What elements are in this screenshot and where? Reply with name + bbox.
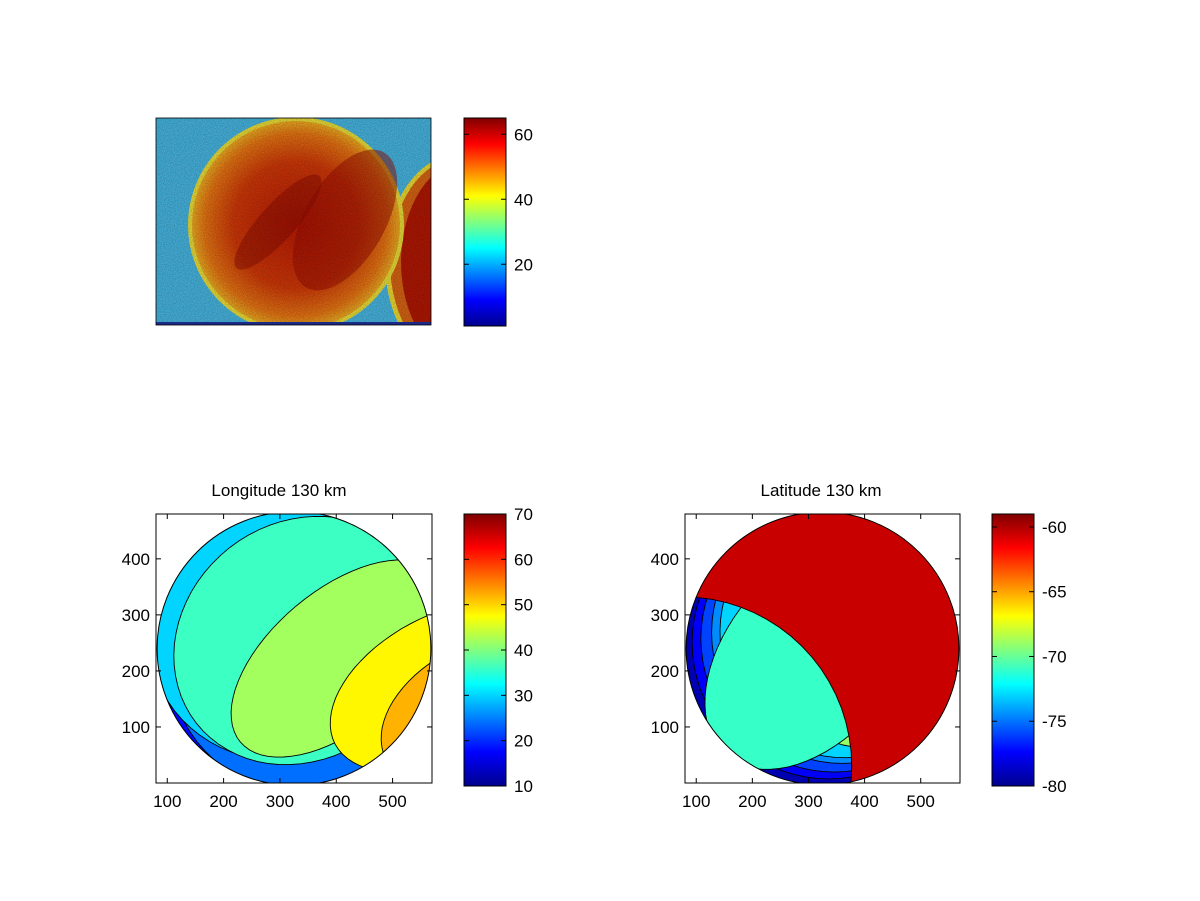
colorbar-longitude-tick-label: 40 — [514, 641, 533, 660]
panel-longitude: Longitude 130 km 100 200 300 400 500 100 200 30… — [122, 481, 533, 811]
latitude-ytick-label: 200 — [651, 662, 679, 681]
latitude-title: Latitude 130 km — [761, 481, 882, 500]
longitude-axes-frame — [155, 513, 433, 784]
latitude-contour-band — [686, 514, 959, 783]
longitude-disk — [156, 514, 432, 783]
colorbar-longitude: 10 20 30 40 50 60 70 — [463, 505, 533, 796]
longitude-ytick-label: 300 — [122, 606, 150, 625]
image-frame — [155, 117, 432, 326]
colorbar-latitude-tick-label: -70 — [1042, 647, 1067, 666]
longitude-xtick-label: 200 — [209, 792, 237, 811]
latitude-disk-edge — [685, 514, 960, 783]
latitude-xtick-label: 100 — [682, 792, 710, 811]
longitude-title: Longitude 130 km — [211, 481, 346, 500]
panel-latitude: Latitude 130 km 100 200 300 400 500 100 200 300… — [651, 481, 1067, 811]
colorbar-longitude-tick-label: 60 — [514, 550, 533, 569]
colorbar-latitude-tick-label: -80 — [1042, 777, 1067, 796]
colorbar-longitude-tick-label: 70 — [514, 505, 533, 524]
latitude-axis-ticks: 100 200 300 400 500 100 200 300 400 — [651, 514, 960, 811]
colorbar-longitude-tick-label: 50 — [514, 596, 533, 615]
colorbar-latitude: -60 -65 -70 -75 -80 — [991, 513, 1067, 796]
latitude-disk — [685, 514, 960, 783]
colorbar-longitude-tick-label: 10 — [514, 777, 533, 796]
longitude-ytick-label: 400 — [122, 550, 150, 569]
colorbar-image-tick-label: 40 — [514, 190, 533, 209]
longitude-xtick-label: 300 — [266, 792, 294, 811]
longitude-xtick-label: 500 — [378, 792, 406, 811]
longitude-xtick-label: 400 — [322, 792, 350, 811]
longitude-ytick-label: 100 — [122, 718, 150, 737]
colorbar-latitude-tick-label: -75 — [1042, 712, 1067, 731]
colorbar-latitude-tick-label: -65 — [1042, 583, 1067, 602]
longitude-axis-ticks: 100 200 300 400 500 100 200 300 400 — [122, 514, 432, 811]
latitude-ytick-label: 300 — [651, 606, 679, 625]
latitude-xtick-label: 500 — [907, 792, 935, 811]
longitude-disk-edge — [156, 514, 432, 783]
latitude-axes-frame — [684, 513, 961, 784]
latitude-ytick-label: 100 — [651, 718, 679, 737]
longitude-xtick-label: 100 — [153, 792, 181, 811]
latitude-ytick-label: 400 — [651, 550, 679, 569]
latitude-xtick-label: 200 — [738, 792, 766, 811]
latitude-xtick-label: 300 — [794, 792, 822, 811]
colorbar-image: 20 40 60 — [463, 117, 533, 327]
longitude-contour-band — [414, 659, 431, 783]
image-plot — [156, 118, 431, 325]
colorbar-longitude-tick-label: 20 — [514, 732, 533, 751]
panel-image: 20 40 60 — [155, 117, 533, 327]
colorbar-image-tick-label: 60 — [514, 125, 533, 144]
colorbar-longitude-tick-label: 30 — [514, 686, 533, 705]
latitude-xtick-label: 400 — [850, 792, 878, 811]
colorbar-latitude-tick-label: -60 — [1042, 518, 1067, 537]
colorbar-image-tick-label: 20 — [514, 255, 533, 274]
longitude-ytick-label: 200 — [122, 662, 150, 681]
